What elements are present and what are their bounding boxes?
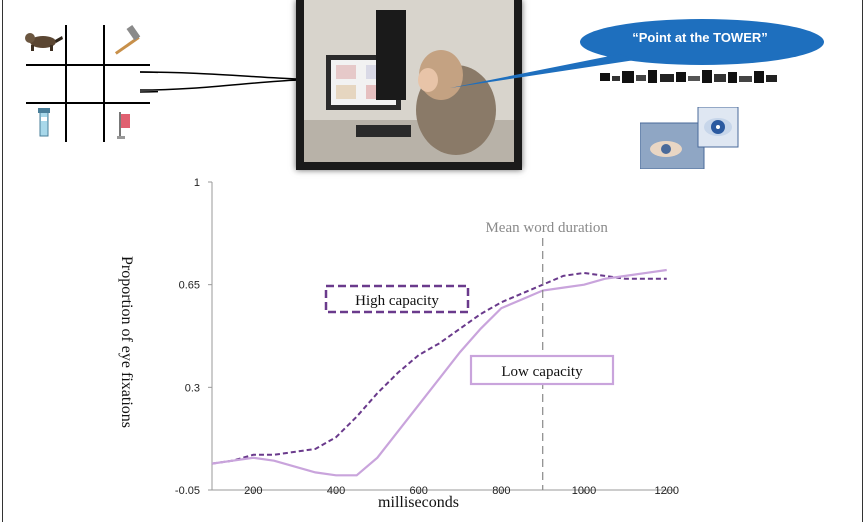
frame-left-line — [2, 0, 3, 522]
eye-closeup-inset — [640, 107, 739, 169]
speech-bubble — [450, 19, 824, 88]
mean-word-duration-label: Mean word duration — [485, 220, 608, 236]
y-axis-label: Proportion of eye fixations — [118, 256, 135, 428]
pixelated-waveform-icon — [600, 70, 777, 83]
speech-bubble-text: “Point at the TOWER” — [632, 30, 768, 45]
x-tick-label: 200 — [244, 485, 262, 497]
x-tick-label: 600 — [410, 485, 428, 497]
x-tick-label: 400 — [327, 485, 345, 497]
y-tick-label: 0.65 — [179, 280, 200, 292]
x-tick-label: 1000 — [572, 485, 596, 497]
chart-axes — [211, 182, 675, 491]
low-capacity-line — [211, 268, 667, 477]
eyetracker-rig-icon — [376, 10, 406, 100]
flag-icon — [117, 112, 130, 139]
low-capacity-legend-label: Low capacity — [501, 364, 583, 380]
eye-tracking-lab-photo — [296, 0, 522, 170]
high-capacity-legend-label: High capacity — [355, 293, 439, 309]
y-tick-label: 0.3 — [185, 382, 200, 394]
connector-line-2 — [139, 90, 158, 93]
hammer-icon — [114, 24, 141, 55]
lab-photo-drawing — [304, 0, 514, 162]
raccoon-icon — [25, 33, 63, 51]
x-tick-label: 1200 — [654, 485, 678, 497]
x-tick-label: 800 — [492, 485, 510, 497]
tower-icon — [38, 108, 50, 137]
low-capacity-legend-box — [469, 354, 615, 386]
chart-legends: High capacity Low capacity — [324, 284, 615, 386]
high-capacity-line — [211, 271, 667, 465]
chart-annotation: Mean word duration — [485, 220, 608, 490]
connector-to-photo — [140, 71, 299, 91]
chart-series — [211, 268, 667, 477]
x-axis-label: milliseconds — [378, 494, 459, 511]
y-tick-label: -0.05 — [175, 485, 200, 497]
frame-right-line — [862, 0, 863, 522]
picture-grid — [25, 24, 158, 142]
chart-ticks: 1 0.65 0.3 -0.05 200 400 600 800 1000 1200 — [175, 177, 679, 497]
y-tick-label: 1 — [194, 177, 200, 189]
keyboard-icon — [356, 125, 411, 137]
fixation-chart: 1 0.65 0.3 -0.05 200 400 600 800 1000 1200 Mean w… — [118, 177, 679, 511]
